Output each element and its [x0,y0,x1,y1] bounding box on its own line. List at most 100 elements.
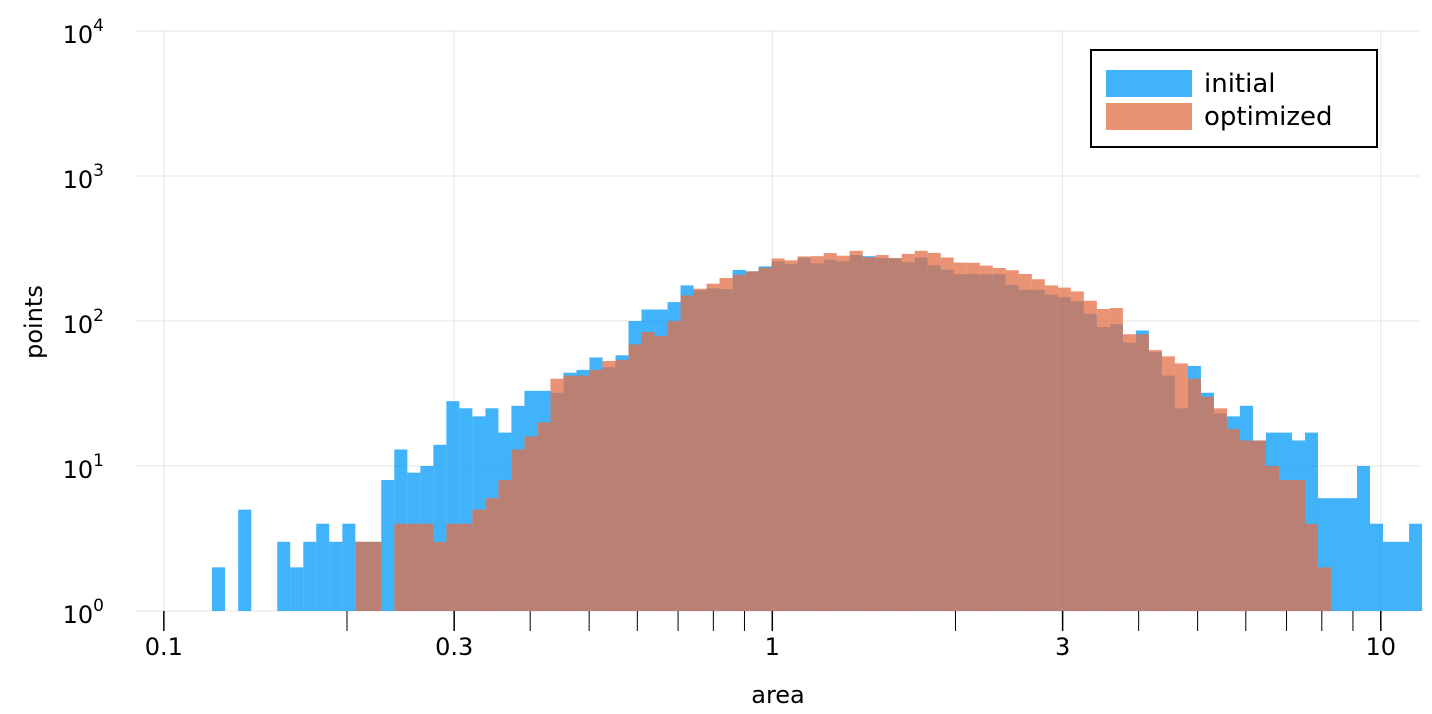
bar-optimized [1291,480,1305,611]
bar-initial [316,523,330,611]
bar-optimized [1278,480,1292,611]
bar-optimized [1265,466,1279,611]
bar-initial [1331,498,1345,611]
legend-label-initial: initial [1204,69,1276,99]
bar-optimized [433,541,447,611]
bar-optimized [589,369,603,611]
bar-initial [1370,523,1384,611]
bar-optimized [1239,440,1253,611]
bar-initial [1396,541,1410,611]
bar-optimized [836,255,850,612]
bar-optimized [979,265,993,611]
bar-optimized [615,359,629,611]
bar-optimized [498,480,512,611]
bar-optimized [368,541,382,611]
bar-optimized [485,498,499,611]
bar-optimized [693,288,707,611]
bar-optimized [407,523,421,611]
bar-optimized [823,253,837,611]
bar-initial [381,480,395,611]
bar-optimized [1135,334,1149,611]
bar-optimized [1070,291,1084,611]
bar-optimized [810,256,824,611]
bar-optimized [719,277,733,611]
legend: initial optimized [1090,49,1378,148]
bar-optimized [524,436,538,611]
bar-optimized [1174,363,1188,611]
bar-initial [1344,498,1358,611]
bar-optimized [1148,350,1162,611]
bar-optimized [355,541,369,611]
bar-optimized [1161,356,1175,611]
bar-optimized [537,422,551,611]
bar-optimized [420,523,434,611]
bar-optimized [602,360,616,611]
bar-optimized [1057,287,1071,611]
y-tick-label: 100 [63,596,104,629]
bar-optimized [550,378,564,611]
bar-optimized [1317,567,1332,611]
bar-optimized [927,252,941,612]
bar-optimized [875,255,889,612]
bar-optimized [1096,308,1110,611]
x-tick-label: 0.1 [145,633,183,661]
bar-optimized [394,523,408,611]
bar-initial [277,541,291,611]
bar-optimized [680,295,694,611]
series-optimized [355,250,1332,612]
bar-initial [238,509,252,611]
bar-optimized [1226,428,1240,611]
bar-optimized [1109,307,1123,611]
legend-box [1090,49,1378,148]
bar-optimized [784,260,798,611]
legend-swatch-optimized [1106,103,1192,130]
bar-optimized [953,262,967,611]
bar-initial [1409,523,1423,611]
bar-optimized [446,523,460,611]
bar-initial [329,541,343,611]
y-tick-label: 101 [63,451,104,484]
bar-optimized [1083,300,1097,611]
legend-label-optimized: optimized [1204,102,1333,132]
bar-optimized [771,258,785,611]
bar-optimized [1304,523,1318,611]
bar-optimized [901,253,915,612]
bar-optimized [1044,285,1058,611]
bar-initial [303,541,317,611]
bar-optimized [914,250,928,611]
bar-optimized [1187,378,1201,611]
bar-optimized [654,335,668,611]
bar-optimized [706,283,720,611]
bar-optimized [940,257,954,611]
bar-initial [212,567,226,611]
bar-optimized [667,321,681,611]
x-tick-label: 3 [1055,633,1070,661]
bar-optimized [888,257,902,611]
bar-optimized [563,375,577,611]
y-tick-label: 104 [63,16,104,49]
bar-optimized [1252,440,1266,611]
bar-optimized [862,257,876,611]
bar-initial [1357,466,1371,611]
bar-optimized [992,268,1006,611]
x-tick-label: 10 [1366,633,1397,661]
bar-optimized [1213,408,1227,611]
x-axis-title: area [751,681,805,709]
bar-optimized [1200,396,1214,611]
bar-optimized [966,262,980,611]
axes: 0.1 0.3 1 3 10 100 101 102 103 104 [63,16,1396,661]
y-tick-label: 103 [63,161,104,194]
legend-swatch-initial [1106,70,1192,97]
bar-optimized [459,523,473,611]
x-tick-label: 1 [765,633,780,661]
bar-optimized [797,256,811,611]
y-axis-title: points [20,285,48,359]
bar-optimized [1031,279,1045,611]
bar-optimized [641,331,655,611]
bar-initial [342,523,356,611]
bar-optimized [628,344,642,611]
bar-optimized [472,509,486,611]
bar-optimized [758,267,772,611]
bar-optimized [511,449,525,611]
